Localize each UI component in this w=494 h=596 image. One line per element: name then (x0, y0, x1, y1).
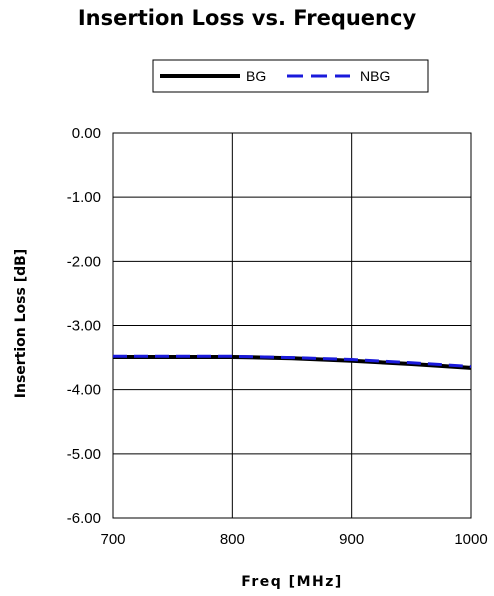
series-line-nbg (113, 354, 472, 369)
y-tick-label: -1.00 (67, 189, 101, 206)
y-tick-labels: 0.00 -1.00 -2.00 -3.00 -4.00 -5.00 -6.00 (67, 125, 101, 527)
y-tick-label: 0.00 (72, 125, 101, 142)
legend: BG NBG (152, 59, 429, 93)
series-layer (113, 354, 472, 370)
y-tick-label: -6.00 (67, 510, 101, 527)
x-tick-label: 900 (339, 531, 364, 548)
y-tick-label: -3.00 (67, 318, 101, 335)
x-tick-label: 1000 (454, 531, 487, 548)
y-axis-label: Insertion Loss [dB] (13, 249, 29, 398)
x-axis-label: Freq [MHz] (241, 574, 343, 590)
legend-label-bg: BG (246, 68, 266, 84)
y-tick-label: -4.00 (67, 382, 101, 399)
x-tick-label: 700 (100, 531, 125, 548)
grid-lines (112, 132, 472, 519)
x-tick-labels: 700 800 900 1000 (100, 531, 487, 548)
chart-title: Insertion Loss vs. Frequency (77, 6, 417, 30)
y-tick-label: -2.00 (67, 253, 101, 270)
plot-area (112, 132, 472, 519)
x-tick-label: 800 (220, 531, 245, 548)
y-tick-label: -5.00 (67, 446, 101, 463)
legend-label-nbg: NBG (360, 68, 390, 84)
